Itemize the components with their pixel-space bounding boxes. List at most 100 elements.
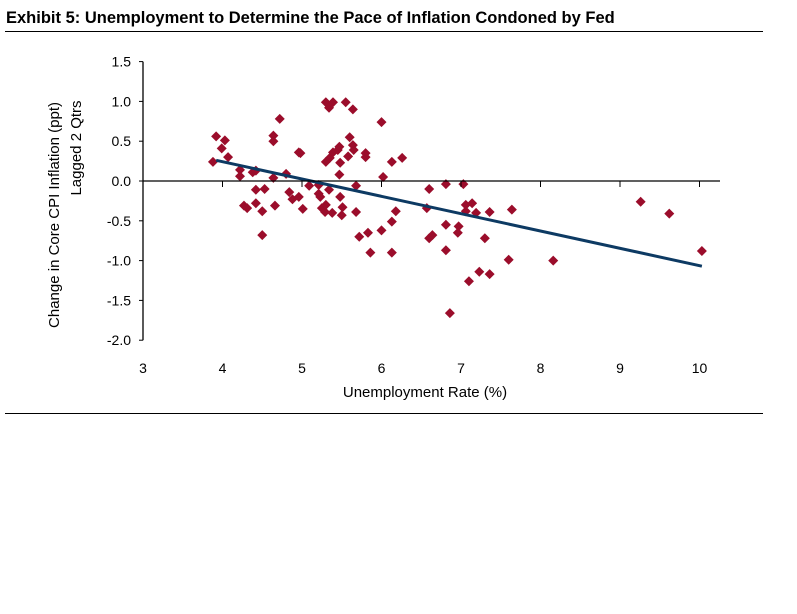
x-tick-label: 6: [378, 360, 386, 376]
markers: [207, 97, 707, 319]
data-point: [269, 200, 280, 211]
data-point: [376, 225, 387, 236]
x-tick-label: 4: [219, 360, 227, 376]
x-tick-label: 10: [692, 360, 708, 376]
data-point: [397, 152, 408, 163]
data-point: [344, 132, 355, 143]
data-point: [484, 269, 495, 280]
data-point: [386, 216, 397, 227]
y-tick-label: -2.0: [107, 332, 131, 348]
data-point: [343, 151, 354, 162]
data-point: [297, 203, 308, 214]
data-point: [257, 206, 268, 217]
chart-title: Exhibit 5: Unemployment to Determine the…: [6, 9, 615, 27]
data-point: [340, 97, 351, 108]
title-rule: [5, 31, 763, 32]
y-tick-label: 1.5: [112, 54, 132, 70]
data-point: [268, 136, 279, 147]
data-point: [295, 148, 306, 159]
data-point: [334, 169, 345, 180]
tick-labels: 1.5 1.0 0.5 0.0 -0.5 -1.0 -1.5 -2.0 3 4 5 6 7 8 9 10: [107, 54, 708, 376]
data-point: [268, 172, 279, 183]
data-point: [320, 199, 331, 210]
data-point: [452, 227, 463, 238]
data-point: [453, 221, 464, 232]
y-tick-label: 0.0: [112, 173, 132, 189]
data-point: [257, 230, 268, 241]
data-point: [696, 246, 707, 257]
data-point: [506, 204, 517, 215]
bottom-rule: [5, 413, 763, 414]
data-point: [259, 183, 270, 194]
y-tick-label: 0.5: [112, 133, 132, 149]
data-point: [503, 254, 514, 265]
data-point: [242, 203, 253, 214]
data-point: [219, 135, 230, 146]
data-point: [284, 187, 295, 198]
data-point: [320, 207, 331, 218]
y-axis-label-line1: Change in Core CPI Inflation (ppt): [46, 102, 63, 328]
data-point: [362, 227, 373, 238]
y-tick-label: -1.5: [107, 292, 131, 308]
data-point: [351, 207, 362, 218]
data-point: [365, 247, 376, 258]
x-axis-label: Unemployment Rate (%): [343, 384, 507, 401]
data-point: [463, 276, 474, 287]
data-point: [234, 171, 245, 182]
data-point: [635, 196, 646, 207]
data-point: [304, 180, 315, 191]
data-point: [386, 247, 397, 258]
data-point: [424, 183, 435, 194]
data-point: [274, 113, 285, 124]
data-point: [664, 208, 675, 219]
data-point: [327, 207, 338, 218]
data-point: [216, 143, 227, 154]
data-point: [328, 97, 339, 108]
x-tick-label: 9: [616, 360, 624, 376]
y-tick-label: -0.5: [107, 213, 131, 229]
data-point: [334, 141, 345, 152]
data-point: [354, 231, 365, 242]
data-point: [386, 156, 397, 167]
data-point: [351, 180, 362, 191]
data-point: [348, 144, 359, 155]
x-tick-label: 5: [298, 360, 306, 376]
data-point: [335, 191, 346, 202]
x-tick-label: 3: [139, 360, 147, 376]
data-point: [440, 219, 451, 230]
data-point: [390, 206, 401, 217]
data-point: [223, 152, 234, 163]
data-point: [337, 202, 348, 213]
data-point: [467, 198, 478, 209]
data-point: [336, 210, 347, 221]
data-point: [474, 266, 485, 277]
data-point: [440, 245, 451, 256]
data-point: [360, 148, 371, 159]
data-point: [211, 131, 222, 142]
data-point: [378, 172, 389, 183]
y-axis-label-line2: Lagged 2 Qtrs: [68, 100, 85, 195]
data-point: [548, 255, 559, 266]
data-point: [444, 308, 455, 319]
data-point: [250, 184, 261, 195]
y-tick-label: 1.0: [112, 93, 132, 109]
axes: [139, 61, 720, 341]
x-tick-label: 8: [537, 360, 545, 376]
data-point: [427, 230, 438, 241]
data-point: [484, 207, 495, 218]
data-point: [376, 117, 387, 128]
data-point: [293, 191, 304, 202]
data-point: [335, 157, 346, 168]
x-tick-label: 7: [457, 360, 465, 376]
data-point: [479, 233, 490, 244]
trend-line: [215, 158, 703, 268]
data-point: [207, 156, 218, 167]
data-point: [347, 104, 358, 115]
y-tick-label: -1.0: [107, 253, 131, 269]
data-point: [315, 191, 326, 202]
data-point: [324, 184, 335, 195]
data-point: [250, 198, 261, 209]
data-point: [268, 130, 279, 141]
data-point: [440, 179, 451, 190]
